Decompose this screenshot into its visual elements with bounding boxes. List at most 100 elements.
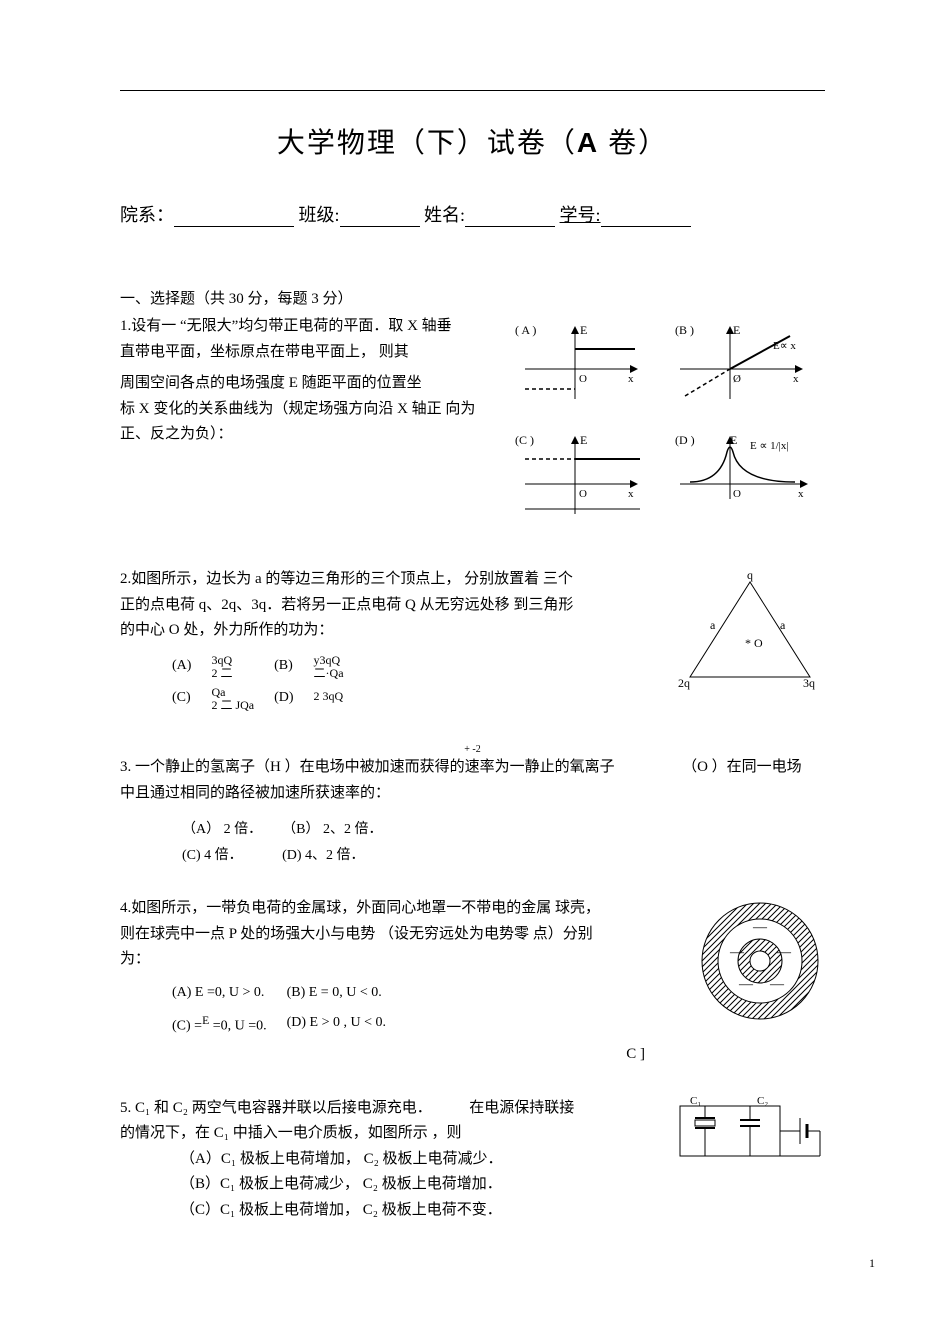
svg-text:a: a [710, 618, 716, 632]
q1-a-O: O [579, 373, 587, 385]
svg-text:—: — [769, 977, 785, 992]
page-title: 大学物理（下）试卷（A 卷） [120, 121, 825, 161]
section-1-heading: 一、选择题（共 30 分，每题 3 分） [120, 287, 825, 308]
svg-text:—: — [776, 945, 792, 960]
q1-b-E: E [733, 323, 740, 337]
q1-text: 1.设有一 “无限大”均匀带正电荷的平面．取 X 轴垂 直带电平面，坐标原点在带… [120, 314, 495, 448]
id-label: 学号: [560, 205, 601, 225]
student-info-line: 院系： 班级: 姓名: 学号: [120, 201, 825, 227]
svg-text:2q: 2q [678, 676, 690, 690]
question-5: 5. C₁ 和 C₂ 两空气电容器并联以后接电源充电． 在电源保持联接 的情况下… [120, 1096, 825, 1224]
q4-text: 4.如图所示，一带负电荷的金属球，外面同心地罩一不带电的金属 球壳， 则在球壳中… [120, 896, 685, 1067]
q1-l3: 周围空间各点的电场强度 E 随距平面的位置坐 [120, 371, 495, 397]
q4-d: (D) E > 0 , U < 0. [287, 1009, 404, 1040]
svg-text:q: q [747, 568, 753, 582]
q3-l1a: 3. 一个静止的氢离子（H ）在电场中被加速而获得的速率为一静止的氧离子 [120, 759, 615, 775]
question-1: 1.设有一 “无限大”均匀带正电荷的平面．取 X 轴垂 直带电平面，坐标原点在带… [120, 314, 825, 539]
q3-a: （A） 2 倍． [182, 816, 280, 840]
q1-b-label: (B ) [675, 323, 694, 337]
q4-l1: 4.如图所示，一带负电荷的金属球，外面同心地罩一不带电的金属 球壳， [120, 896, 685, 922]
q1-c-x: x [628, 488, 634, 500]
q5-l1b: 在电源保持联接 [469, 1100, 574, 1116]
svg-text:* O: * O [745, 636, 763, 650]
q1-l1: 1.设有一 “无限大”均匀带正电荷的平面．取 X 轴垂 [120, 314, 495, 340]
svg-text:C₁: C₁ [690, 1096, 701, 1107]
q5-options: （A）C₁ 极板上电荷增加， C₂ 极板上电荷减少． （B）C₁ 极板上电荷减少… [120, 1147, 665, 1224]
q4-a: (A) E =0, U > 0. [172, 979, 285, 1007]
q1-b-x: x [793, 373, 799, 385]
dept-blank[interactable] [174, 208, 294, 227]
title-bold: A [577, 127, 599, 158]
q2-b: (B) [274, 652, 311, 682]
q1-l2: 直带电平面，坐标原点在带电平面上， 则其 [120, 340, 495, 366]
question-2: 2.如图所示，边长为 a 的等边三角形的三个顶点上， 分别放置着 三个 正的点电… [120, 567, 825, 716]
capacitor-circuit-icon: C₁ C₂ [675, 1096, 825, 1176]
q2-l2: 正的点电荷 q、2q、3q．若将另一正点电荷 Q 从无穷远处移 到三角形 [120, 593, 665, 619]
name-blank[interactable] [465, 208, 555, 227]
q2-figure: q 2q 3q a a * O [675, 567, 825, 702]
svg-text:a: a [780, 618, 786, 632]
q2-l3: 的中心 O 处，外力所作的功为： [120, 618, 665, 644]
exam-page: 大学物理（下）试卷（A 卷） 院系： 班级: 姓名: 学号: 一、选择题（共 3… [0, 0, 945, 1291]
question-3: + -2 3. 一个静止的氢离子（H ）在电场中被加速而获得的速率为一静止的氧离… [120, 744, 825, 868]
q1-a-E: E [580, 323, 587, 337]
title-suffix: 卷） [599, 128, 668, 159]
q2-d: (D) [274, 684, 311, 714]
svg-text:—: — [729, 945, 745, 960]
dept-label: 院系： [120, 205, 174, 225]
question-4: 4.如图所示，一带负电荷的金属球，外面同心地罩一不带电的金属 球壳， 则在球壳中… [120, 896, 825, 1067]
q1-c-E: E [580, 433, 587, 447]
q3-sup: + -2 [120, 744, 825, 755]
q3-text: 3. 一个静止的氢离子（H ）在电场中被加速而获得的速率为一静止的氧离子 （O … [120, 755, 825, 806]
svg-text:—: — [752, 920, 768, 935]
class-label: 班级: [299, 205, 340, 225]
class-blank[interactable] [340, 208, 420, 227]
svg-text:3q: 3q [803, 676, 815, 690]
q4-l2: 则在球壳中一点 P 处的场强大小与电势 （设无穷远处为电势零 点）分别 [120, 922, 685, 948]
q1-d-O: O [733, 488, 741, 500]
q1-b-O: Ø [733, 373, 741, 385]
q1-d-x: x [798, 488, 804, 500]
svg-text:C₂: C₂ [757, 1096, 768, 1107]
q2-options: (A) 3qQ2 二 (B) y3qQ二·Qa (C) Qa2 二 JQa (D… [170, 650, 364, 717]
q1-d-label: (D ) [675, 433, 695, 447]
q5-c: （C）C₁ 极板上电荷增加， C₂ 极板上电荷不变． [180, 1198, 665, 1224]
q4-figure: — — — — — [695, 896, 825, 1031]
q1-c-O: O [579, 488, 587, 500]
q4-b: (B) E = 0, U < 0. [287, 979, 404, 1007]
q1-l5: 正、反之为负）： [120, 422, 495, 448]
title-prefix: 大学物理（下）试卷（ [277, 128, 577, 159]
q2-text: 2.如图所示，边长为 a 的等边三角形的三个顶点上， 分别放置着 三个 正的点电… [120, 567, 665, 716]
q5-l2: 的情况下，在 C₁ 中插入一电介质板，如图所示 ，则 [120, 1121, 665, 1147]
q4-c: (C) =E =0, U =0. [172, 1009, 285, 1040]
q1-figure-panel: ( A ) E O x (B ) E [505, 314, 825, 539]
q2-l1: 2.如图所示，边长为 a 的等边三角形的三个顶点上， 分别放置着 三个 [120, 567, 665, 593]
q1-a-x: x [628, 373, 634, 385]
q3-options: （A） 2 倍．（B） 2、2 倍． (C) 4 倍．(D) 4、2 倍． [180, 814, 402, 868]
top-rule [120, 90, 825, 91]
page-number: 1 [869, 1256, 875, 1271]
q3-b: （B） 2、2 倍． [282, 816, 400, 840]
name-label: 姓名: [424, 205, 465, 225]
q4-tail: C ] [120, 1042, 685, 1068]
q1-d-Einv: E ∝ 1/|x| [750, 440, 789, 452]
concentric-sphere-icon: — — — — — [695, 896, 825, 1026]
q2-c: (C) [172, 684, 209, 714]
id-blank[interactable] [601, 208, 691, 227]
q3-l2: 中且通过相同的路径被加速所获速率的： [120, 781, 825, 807]
q1-b-Ex: E∝ x [773, 340, 796, 352]
q1-a-label: ( A ) [515, 323, 536, 337]
q4-options: (A) E =0, U > 0.(B) E = 0, U < 0. (C) =E… [170, 977, 406, 1042]
q3-c: (C) 4 倍． [182, 842, 280, 866]
triangle-icon: q 2q 3q a a * O [675, 567, 825, 697]
q5-text: 5. C₁ 和 C₂ 两空气电容器并联以后接电源充电． 在电源保持联接 的情况下… [120, 1096, 665, 1224]
svg-text:—: — [738, 977, 754, 992]
q3-l1b: （O ）在同一电场 [682, 759, 802, 775]
q2-a: (A) [172, 652, 209, 682]
q5-a: （A）C₁ 极板上电荷增加， C₂ 极板上电荷减少． [180, 1147, 665, 1173]
q3-d: (D) 4、2 倍． [282, 842, 400, 866]
q1-c-label: (C ) [515, 433, 534, 447]
q1-graphs: ( A ) E O x (B ) E [505, 314, 825, 534]
q5-l1a: 5. C₁ 和 C₂ 两空气电容器并联以后接电源充电． [120, 1100, 432, 1116]
q5-figure: C₁ C₂ [675, 1096, 825, 1181]
